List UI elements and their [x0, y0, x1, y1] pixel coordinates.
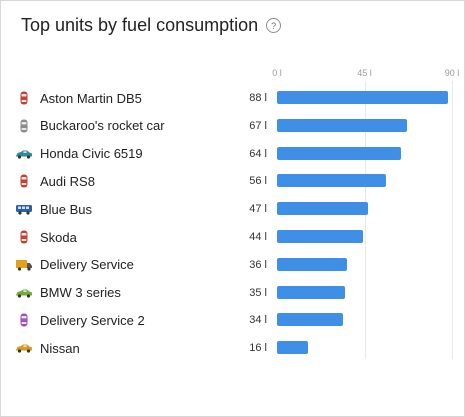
consumption-bar[interactable] [277, 202, 369, 216]
unit-name-label: Blue Bus [40, 201, 93, 217]
consumption-bar[interactable] [277, 118, 408, 132]
chart-row[interactable]: Buckaroo's rocket car 67 l [1, 112, 464, 140]
value-label: 35 l [249, 286, 267, 299]
chart-row[interactable]: Delivery Service 36 l [1, 251, 464, 279]
value-label: 16 l [249, 342, 267, 355]
value-label: 64 l [249, 147, 267, 160]
consumption-bar[interactable] [277, 285, 346, 299]
widget-header: Top units by fuel consumption ? [21, 15, 282, 36]
consumption-bar[interactable] [277, 313, 344, 327]
consumption-bar[interactable] [277, 230, 363, 243]
chart-row[interactable]: Aston Martin DB5 88 l [1, 84, 464, 112]
value-label: 36 l [249, 258, 267, 271]
unit-name-label: Honda Civic 6519 [40, 146, 143, 162]
value-label: 44 l [249, 231, 267, 243]
gridline [364, 81, 366, 359]
chart-row[interactable]: BMW 3 series 35 l [1, 279, 464, 307]
help-icon[interactable]: ? [266, 18, 282, 33]
red-car-icon [15, 91, 33, 105]
chart-row[interactable]: Audi RS8 56 l [1, 167, 464, 195]
chart-row[interactable]: Blue Bus 47 l [1, 195, 464, 223]
value-label: 34 l [249, 314, 267, 327]
unit-name-label: BMW 3 series [40, 285, 121, 301]
purple-car-icon [15, 313, 33, 327]
unit-name-label: Buckaroo's rocket car [40, 118, 165, 134]
unit-name-label: Audi RS8 [40, 173, 95, 189]
chart-row[interactable]: Honda Civic 6519 64 l [1, 140, 464, 168]
teal-car-icon [15, 147, 33, 161]
value-label: 56 l [249, 175, 267, 188]
chart-row[interactable]: Delivery Service 2 34 l [1, 306, 464, 334]
axis-tick-label: 45 l [357, 68, 372, 78]
red-car-icon [15, 230, 33, 244]
consumption-bar[interactable] [277, 257, 347, 271]
gridline [452, 81, 453, 359]
unit-name-label: Delivery Service [40, 257, 134, 273]
consumption-bar[interactable] [277, 341, 309, 355]
gray-car-icon [15, 119, 33, 133]
unit-name-label: Nissan [40, 340, 80, 356]
chart-row[interactable]: Nissan 16 l [1, 334, 464, 362]
green-car-icon [15, 286, 33, 300]
red-car-icon [15, 174, 33, 188]
consumption-bar[interactable] [277, 174, 386, 188]
chart-row[interactable]: Skoda 44 l [1, 223, 464, 251]
value-label: 47 l [249, 203, 267, 216]
unit-name-label: Delivery Service 2 [40, 312, 145, 328]
widget-title: Top units by fuel consumption [21, 15, 259, 35]
consumption-bar[interactable] [277, 91, 449, 104]
yellow-car-icon [15, 341, 33, 355]
unit-name-label: Skoda [40, 229, 77, 245]
consumption-bar[interactable] [277, 146, 402, 160]
blue-bus-icon [15, 202, 33, 216]
value-label: 88 l [249, 92, 267, 104]
unit-name-label: Aston Martin DB5 [40, 90, 142, 106]
axis-tick-label: 0 l [272, 68, 282, 78]
axis-tick-label: 90 l [444, 68, 460, 78]
yellow-truck-icon [15, 258, 33, 272]
value-label: 67 l [249, 119, 267, 132]
